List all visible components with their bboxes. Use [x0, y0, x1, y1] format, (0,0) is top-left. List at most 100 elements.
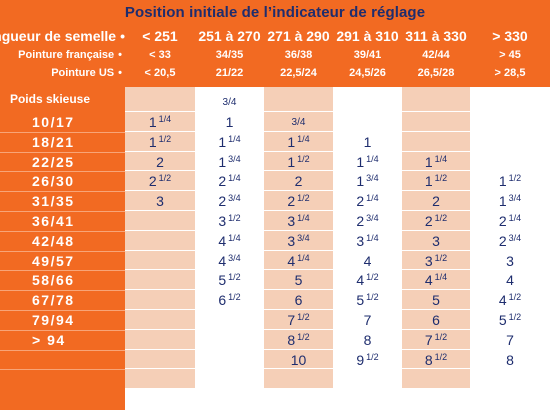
table-cell	[470, 290, 550, 310]
setting-value: 4 1/2	[356, 272, 379, 289]
setting-value: 3 1/2	[218, 213, 241, 229]
setting-value: 2 1/4	[218, 173, 241, 190]
setting-value: 5 1/2	[356, 292, 379, 309]
table-cell	[264, 230, 333, 251]
table-cell	[333, 112, 402, 132]
table-cell	[195, 87, 264, 112]
table-cell	[264, 310, 333, 330]
table-cell	[333, 350, 402, 370]
column-header-us: 21/22	[215, 67, 244, 79]
table-cell	[195, 290, 264, 310]
table-cell	[195, 251, 264, 271]
table-cell	[125, 151, 195, 172]
table-cell	[402, 290, 470, 310]
weight-label: 22/25	[32, 153, 75, 170]
table-cell	[125, 290, 195, 310]
row-divider	[0, 131, 125, 133]
table-cell	[470, 330, 550, 350]
weight-label: 79/94	[32, 312, 75, 328]
table-cell	[264, 349, 333, 370]
table-cell	[333, 231, 402, 251]
setting-value: 2 1/4	[498, 213, 522, 229]
setting-value: 3 3/4	[287, 232, 310, 249]
table-cell	[264, 191, 333, 211]
table-cell	[195, 171, 264, 192]
column-header-sole: 311 à 330	[405, 28, 467, 44]
setting-value: 7 1/2	[287, 312, 310, 328]
table-cell	[125, 369, 195, 390]
setting-value: 7 1/2	[424, 331, 448, 348]
row-divider	[0, 290, 125, 292]
table-cell	[264, 87, 333, 112]
row-divider	[0, 191, 125, 193]
table-cell	[402, 87, 470, 112]
setting-value: 3	[432, 232, 440, 249]
setting-value: 7	[363, 312, 372, 328]
row-divider	[0, 151, 125, 153]
setting-value: 3 1/2	[424, 252, 448, 269]
table-cell	[470, 132, 550, 152]
page-title: Position initiale de l’indicateur de rég…	[124, 4, 426, 21]
row-divider	[0, 310, 125, 311]
table-cell	[333, 369, 402, 390]
us-size-label: Pointure US •	[51, 67, 122, 79]
weight-label: 49/57	[32, 252, 75, 269]
setting-value: 4 1/4	[218, 232, 241, 249]
setting-value: 3/4	[222, 97, 237, 109]
table-cell	[125, 230, 195, 251]
table-cell	[470, 251, 550, 271]
setting-value: 8	[506, 351, 514, 368]
setting-value: 1	[363, 133, 372, 150]
column-header-us: < 20,5	[144, 67, 176, 79]
setting-value: 8 1/2	[424, 351, 448, 368]
table-cell	[195, 152, 264, 172]
setting-value: 1 1/4	[356, 153, 379, 170]
us-size-text: Pointure US	[51, 67, 115, 79]
table-cell	[333, 171, 402, 192]
table-cell	[125, 112, 195, 132]
table-cell	[125, 87, 195, 112]
table-cell	[195, 211, 264, 231]
column-header-french: 39/41	[353, 49, 382, 61]
setting-value: 1	[225, 114, 234, 130]
bullet-icon: •	[118, 49, 122, 61]
row-divider	[0, 230, 125, 232]
column-header-sole: 271 à 290	[267, 28, 330, 44]
setting-value: 6 1/2	[218, 292, 241, 309]
table-cell	[264, 151, 333, 172]
table-cell	[333, 152, 402, 172]
weight-label: 31/35	[32, 193, 75, 210]
setting-value: 3 1/4	[287, 213, 310, 229]
setting-value: 10	[290, 351, 307, 368]
table-cell	[195, 112, 264, 132]
column-header-french: 42/44	[422, 49, 450, 61]
setting-value: 1 1/4	[148, 114, 172, 130]
table-cell	[264, 369, 333, 390]
bullet-icon: •	[120, 28, 125, 44]
setting-value: 1 1/2	[498, 173, 522, 190]
table-cell	[195, 132, 264, 152]
table-cell	[125, 329, 195, 350]
setting-value: 3	[156, 193, 164, 210]
table-cell	[470, 350, 550, 370]
table-cell	[402, 131, 470, 152]
weight-label: 18/21	[32, 133, 75, 150]
table-cell	[470, 310, 550, 330]
weight-panel	[0, 87, 125, 410]
table-cell	[402, 310, 470, 330]
table-cell	[402, 369, 470, 390]
table-cell	[195, 310, 264, 330]
weight-label: > 94	[32, 331, 66, 348]
row-divider	[0, 369, 125, 371]
setting-value: 2 3/4	[498, 232, 522, 249]
setting-value: 1 1/2	[287, 153, 310, 170]
table-cell	[125, 270, 195, 291]
column-header-french: 34/35	[215, 49, 244, 61]
setting-value: 1 1/2	[148, 133, 172, 150]
setting-value: 2 3/4	[356, 213, 379, 229]
french-size-text: Pointure française	[18, 49, 115, 61]
table-cell	[125, 250, 195, 271]
column-header-sole: > 330	[492, 28, 528, 44]
table-cell	[402, 349, 470, 370]
table-cell	[402, 211, 470, 231]
